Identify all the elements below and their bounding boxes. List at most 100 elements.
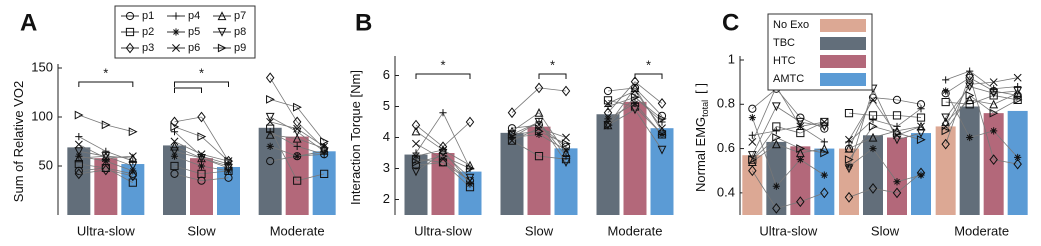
- bar: [790, 146, 811, 215]
- participant-line: [270, 155, 298, 162]
- participant-line: [993, 77, 1018, 83]
- participant-line: [442, 158, 471, 182]
- participant-marker: [796, 144, 806, 153]
- participant-line: [993, 90, 1018, 94]
- participant-marker: [465, 173, 475, 183]
- participant-line: [800, 159, 825, 176]
- participant-line: [969, 86, 994, 94]
- participant-marker: [630, 83, 640, 92]
- significance-label: *: [646, 57, 651, 72]
- participant-marker: [266, 142, 274, 150]
- participant-marker: [224, 161, 233, 171]
- bar: [554, 148, 578, 215]
- participant-line: [634, 103, 663, 135]
- participant-marker: [748, 104, 757, 113]
- participant-marker: [657, 126, 667, 136]
- y-axis-label-text: Normal EMG: [693, 117, 708, 192]
- x-tick-label: Moderate: [608, 223, 663, 238]
- legend-label: p7: [234, 10, 246, 22]
- participant-marker: [772, 182, 780, 190]
- participant-line: [270, 146, 298, 157]
- participant-marker: [534, 107, 544, 117]
- participant-line: [415, 152, 444, 172]
- participant-marker: [604, 99, 612, 108]
- participant-line: [201, 157, 229, 169]
- participant-line: [296, 131, 325, 152]
- participant-line: [872, 119, 898, 127]
- x-tick-label: Slow: [187, 223, 216, 238]
- participant-marker: [197, 169, 206, 178]
- y-tick-label: 0.4: [717, 184, 735, 199]
- bar: [94, 158, 118, 215]
- participant-marker: [916, 128, 926, 138]
- participant-line: [969, 77, 994, 92]
- y-tick-label: 100: [31, 108, 53, 123]
- participant-marker: [293, 142, 301, 150]
- participant-line: [270, 134, 298, 139]
- bar: [935, 126, 956, 215]
- participant-line: [105, 150, 133, 162]
- participant-marker: [965, 100, 974, 109]
- participant-marker: [892, 128, 902, 138]
- participant-marker: [868, 132, 878, 142]
- y-tick-label: 5: [383, 98, 390, 113]
- bar: [404, 154, 428, 215]
- participant-line: [415, 149, 444, 157]
- y-tick-label: 1: [728, 51, 735, 66]
- participant-line: [269, 131, 298, 147]
- participant-marker: [820, 124, 829, 133]
- participant-marker: [74, 147, 84, 157]
- participant-line: [775, 86, 801, 127]
- participant-line: [848, 126, 874, 160]
- participant-marker: [771, 139, 781, 149]
- legend-label: TBC: [773, 37, 795, 49]
- participant-line: [511, 130, 540, 135]
- participant-line: [105, 167, 133, 175]
- panel-label: B: [355, 9, 372, 36]
- participant-marker: [129, 157, 137, 165]
- participant-marker: [869, 144, 877, 153]
- y-axis-label-text: Sum of Relative VO2: [11, 81, 26, 202]
- participant-line: [415, 130, 444, 151]
- participant-marker: [534, 126, 544, 136]
- legend-swatch: [820, 37, 866, 50]
- participant-marker: [561, 85, 571, 97]
- participant-marker: [965, 91, 975, 100]
- participant-marker: [217, 11, 227, 21]
- participant-marker: [748, 137, 757, 146]
- participant-line: [511, 112, 540, 132]
- participant-marker: [917, 105, 925, 113]
- participant-line: [800, 117, 825, 130]
- bar: [596, 114, 620, 215]
- participant-line: [415, 158, 444, 163]
- bar: [67, 147, 91, 215]
- participant-marker: [771, 102, 781, 112]
- participant-line: [174, 155, 202, 167]
- participant-line: [538, 121, 567, 163]
- bar: [458, 171, 482, 215]
- participant-line: [442, 152, 471, 179]
- participant-line: [607, 90, 636, 104]
- x-tick-label: Slow: [871, 223, 900, 238]
- participant-line: [201, 177, 229, 182]
- participant-line: [105, 167, 134, 184]
- participant-line: [945, 77, 970, 94]
- participant-marker: [966, 67, 974, 75]
- participant-marker: [990, 85, 998, 93]
- participant-line: [511, 140, 540, 157]
- participant-marker: [604, 115, 612, 123]
- participant-marker: [75, 133, 83, 141]
- participant-marker: [603, 96, 613, 105]
- significance-bracket: [174, 87, 202, 93]
- participant-line: [993, 159, 1018, 165]
- participant-line: [969, 70, 994, 90]
- participant-line: [415, 161, 444, 166]
- participant-marker: [320, 137, 329, 146]
- participant-line: [269, 77, 298, 123]
- participant-marker: [129, 167, 137, 175]
- legend-swatch: [820, 19, 866, 32]
- participant-marker: [170, 128, 179, 136]
- significance-bracket: [174, 81, 229, 87]
- legend-label: p6: [188, 42, 200, 54]
- participant-line: [297, 150, 325, 157]
